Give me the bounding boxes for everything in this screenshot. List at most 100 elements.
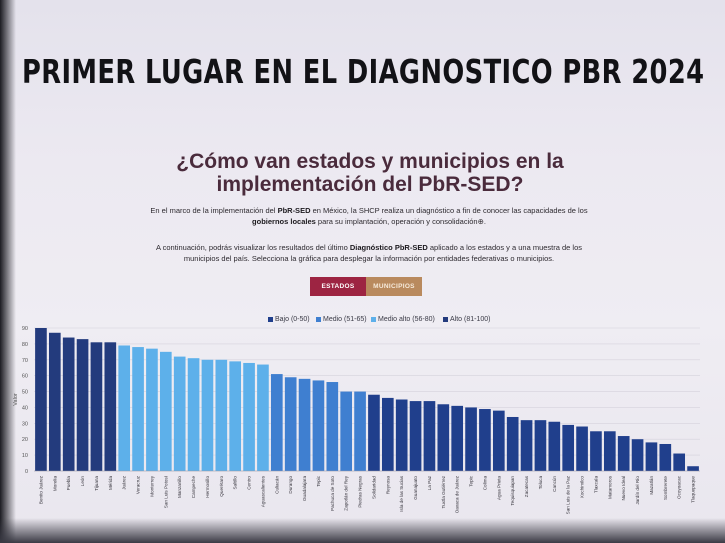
bar-3[interactable] <box>76 339 89 471</box>
x-tick-label-39: Xochimilco <box>580 476 585 499</box>
bar-14[interactable] <box>229 361 242 471</box>
bar-37[interactable] <box>548 421 561 471</box>
bar-24[interactable] <box>368 394 380 471</box>
x-tick-label-37: Cancún <box>552 476 557 492</box>
bar-45[interactable] <box>659 443 672 471</box>
bar-5[interactable] <box>104 342 117 471</box>
y-tick-label-80: 80 <box>22 342 28 348</box>
x-tick-label-7: Veracruz <box>136 475 141 494</box>
y-tick-label-50: 50 <box>22 390 28 396</box>
bar-30[interactable] <box>451 405 464 471</box>
bar-19[interactable] <box>298 378 311 471</box>
bar-16[interactable] <box>257 364 269 471</box>
bar-27[interactable] <box>409 401 422 471</box>
x-tick-label-20: Tepic <box>316 475 321 486</box>
municipios-button[interactable]: MUNICIPIOS <box>366 277 422 296</box>
bar-40[interactable] <box>590 431 602 471</box>
legend-label-medio-alto: Medio alto (56-80) <box>378 316 435 323</box>
legend-label-alto: Alto (81-100) <box>450 316 491 323</box>
bar-18[interactable] <box>284 377 297 471</box>
x-tick-label-12: Hermosillo <box>205 476 210 498</box>
x-tick-label-22: Zapotlán del Rey <box>344 475 349 510</box>
bar-42[interactable] <box>617 436 630 471</box>
bar-47[interactable] <box>687 466 699 471</box>
bar-46[interactable] <box>673 453 686 471</box>
bar-23[interactable] <box>354 391 366 471</box>
bar-43[interactable] <box>631 439 644 471</box>
bar-28[interactable] <box>423 401 436 471</box>
bar-29[interactable] <box>437 404 450 471</box>
bar-36[interactable] <box>534 420 547 471</box>
x-tick-label-29: Tuxtla Gutiérrez <box>441 475 446 508</box>
y-tick-label-70: 70 <box>22 358 28 364</box>
bar-1[interactable] <box>48 332 61 471</box>
x-tick-label-18: Durango <box>288 476 293 494</box>
page-heading-line-2: implementación del PbR-SED? <box>216 173 524 196</box>
y-tick-label-20: 20 <box>22 437 28 443</box>
bar-35[interactable] <box>520 420 533 471</box>
legend-item-medio[interactable]: Medio (51-65) <box>316 316 367 323</box>
x-tick-label-23: Piedras Negras <box>358 475 363 507</box>
x-tick-label-34: Tequisquiapan <box>510 476 515 506</box>
intro-text-2: en México, la SHCP realiza un diagnóstic… <box>310 206 588 215</box>
instructions-text-1: A continuación, podrás visualizar los re… <box>155 243 350 252</box>
bar-38[interactable] <box>562 424 575 471</box>
bar-32[interactable] <box>479 409 491 471</box>
bar-26[interactable] <box>395 399 408 472</box>
bar-41[interactable] <box>603 431 616 471</box>
x-tick-label-3: León <box>80 476 85 487</box>
legend-item-alto[interactable]: Alto (81-100) <box>443 316 490 323</box>
x-tick-label-16: Aguascalientes <box>260 475 265 507</box>
bar-21[interactable] <box>326 382 339 471</box>
x-tick-label-30: Oaxaca de Juárez <box>455 475 460 513</box>
x-tick-label-44: Mazatlán <box>649 476 654 495</box>
legend-swatch-bajo <box>268 316 273 322</box>
bar-17[interactable] <box>270 374 283 471</box>
x-tick-label-36: Toluca <box>538 476 543 490</box>
x-tick-label-14: Saltillo <box>233 476 238 490</box>
bar-39[interactable] <box>576 426 588 471</box>
x-tick-label-2: Puebla <box>66 476 71 491</box>
bar-31[interactable] <box>465 407 477 471</box>
bar-12[interactable] <box>201 359 214 471</box>
legend-swatch-alto <box>443 316 448 322</box>
y-axis-label: Valor <box>13 393 19 406</box>
bar-7[interactable] <box>132 347 144 471</box>
x-tick-label-15: Centro <box>247 476 252 490</box>
x-tick-label-26: Isla de las Sucias <box>399 475 404 511</box>
x-tick-label-19: Guadalajara <box>302 476 307 501</box>
bar-0[interactable] <box>35 328 47 471</box>
page-heading: ¿Cómo van estados y municipios en la imp… <box>150 150 590 196</box>
bar-10[interactable] <box>173 356 186 471</box>
bar-13[interactable] <box>215 359 228 471</box>
bar-2[interactable] <box>62 337 75 471</box>
estados-button[interactable]: ESTADOS <box>310 277 366 296</box>
instructions-paragraph: A continuación, podrás visualizar los re… <box>138 242 600 264</box>
bar-33[interactable] <box>492 410 505 471</box>
bar-22[interactable] <box>340 391 353 471</box>
bar-15[interactable] <box>243 362 255 471</box>
x-tick-label-40: Tlaxcala <box>593 476 598 494</box>
x-tick-label-27: Guanajuato <box>413 476 418 500</box>
instructions-bold-diagnostico: Diagnóstico PbR-SED <box>349 243 428 252</box>
x-tick-label-0: Benito Juárez <box>38 475 43 504</box>
bar-20[interactable] <box>312 380 325 471</box>
legend-label-medio: Medio (51-65) <box>323 316 367 323</box>
bar-34[interactable] <box>506 416 519 471</box>
x-tick-label-31: Tepic <box>469 475 474 486</box>
bar-8[interactable] <box>146 348 158 471</box>
screen-edge-shadow <box>0 0 16 543</box>
bar-25[interactable] <box>381 397 394 471</box>
bar-6[interactable] <box>118 345 131 471</box>
bar-9[interactable] <box>159 351 172 471</box>
x-tick-label-5: Mérida <box>108 476 113 490</box>
legend-item-bajo[interactable]: Bajo (0-50) <box>268 316 310 323</box>
x-tick-label-45: Sombrerete <box>663 476 668 500</box>
x-tick-label-21: Pachuca de Soto <box>330 476 335 511</box>
x-tick-label-32: Colima <box>482 476 487 491</box>
legend-item-medio-alto[interactable]: Medio alto (56-80) <box>371 316 435 323</box>
bar-4[interactable] <box>90 342 103 471</box>
bar-44[interactable] <box>645 442 658 471</box>
bar-11[interactable] <box>187 358 200 471</box>
